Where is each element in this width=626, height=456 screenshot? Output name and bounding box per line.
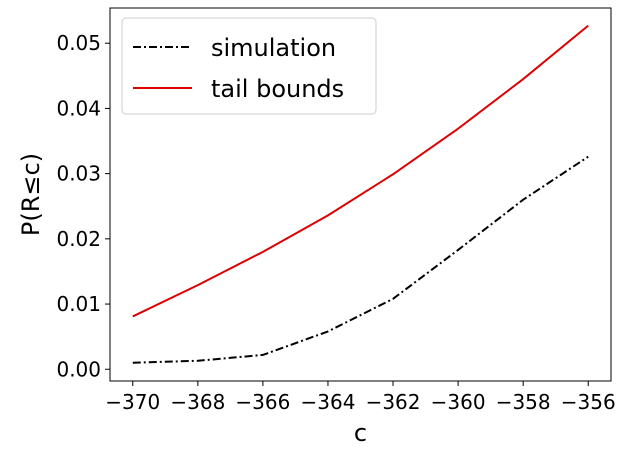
x-tick-label: −362	[366, 390, 421, 414]
legend-label-simulation: simulation	[211, 34, 336, 62]
x-tick-label: −358	[496, 390, 551, 414]
series-line-tail-bounds	[132, 24, 589, 318]
x-axis: −370 −368 −366 −364 −362 −360 −358 −356	[105, 381, 616, 414]
y-axis: 0.00 0.01 0.02 0.03 0.04 0.05	[56, 31, 110, 381]
plot-frame	[109, 7, 612, 382]
series-layer	[132, 24, 589, 364]
x-tick-label: −368	[170, 390, 225, 414]
y-tick-label: 0.05	[56, 31, 101, 55]
x-tick-label: −364	[300, 390, 355, 414]
legend: simulation tail bounds	[121, 17, 377, 115]
y-tick-label: 0.03	[56, 162, 101, 186]
y-tick-label: 0.00	[56, 357, 101, 381]
y-tick-label: 0.02	[56, 227, 101, 251]
y-tick-label: 0.01	[56, 292, 101, 316]
legend-label-tail-bounds: tail bounds	[211, 75, 344, 103]
y-tick-label: 0.04	[56, 96, 101, 120]
x-tick-label: −366	[235, 390, 290, 414]
x-axis-label: c	[354, 419, 367, 447]
x-tick-label: −370	[105, 390, 160, 414]
y-axis-label: P(R≤c)	[17, 153, 45, 236]
x-tick-label: −356	[561, 390, 616, 414]
x-tick-label: −360	[431, 390, 486, 414]
series-line-simulation	[132, 155, 589, 364]
legend-box	[121, 17, 377, 115]
